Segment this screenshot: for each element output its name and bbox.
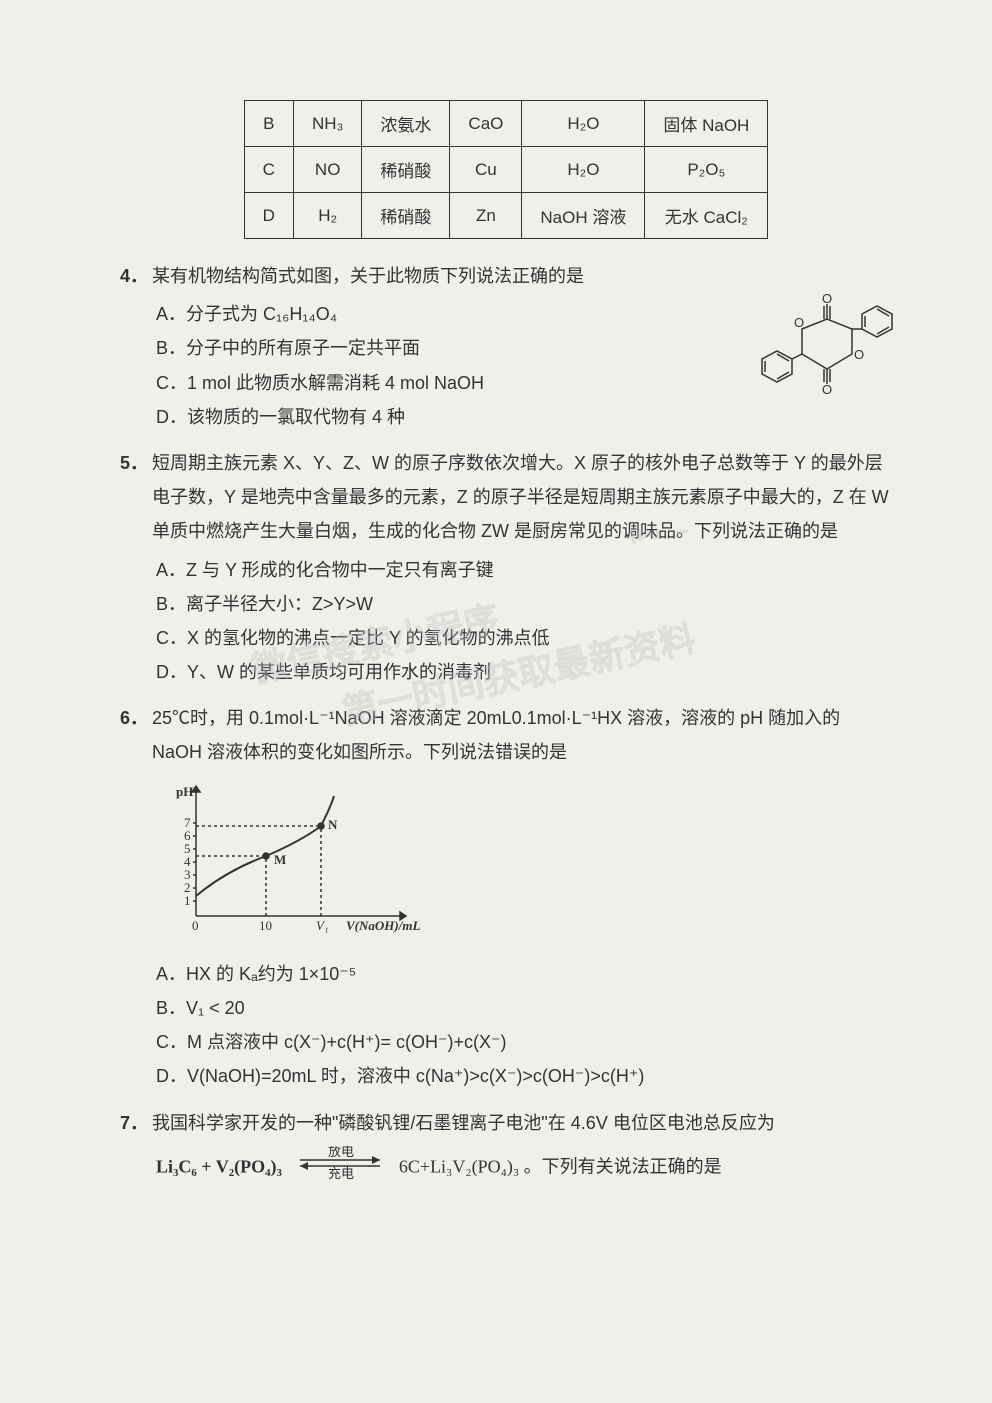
svg-text:O: O <box>794 315 804 330</box>
q6-num: 6． <box>120 701 148 735</box>
q6-opt-a: A．HX 的 Kₐ约为 1×10⁻⁵ <box>156 957 892 991</box>
q5-opt-b: B．离子半径大小：Z>Y>W <box>156 587 892 621</box>
q6-opt-c: C．M 点溶液中 c(X⁻)+c(H⁺)= c(OH⁻)+c(X⁻) <box>156 1025 892 1059</box>
point-n-label: N <box>328 817 338 832</box>
cell: 稀硝酸 <box>362 193 450 239</box>
cell: H₂O <box>522 147 645 193</box>
q5-opt-a: A．Z 与 Y 形成的化合物中一定只有离子键 <box>156 553 892 587</box>
ytick: 5 <box>184 841 191 856</box>
q5-text: 短周期主族元素 X、Y、Z、W 的原子序数依次增大。X 原子的核外电子总数等于 … <box>152 446 892 549</box>
ytick: 4 <box>184 854 191 869</box>
svg-text:O: O <box>822 382 832 397</box>
question-5: 5． 短周期主族元素 X、Y、Z、W 的原子序数依次增大。X 原子的核外电子总数… <box>120 446 892 689</box>
q6-options: A．HX 的 Kₐ约为 1×10⁻⁵ B．V₁ < 20 C．M 点溶液中 c(… <box>156 957 892 1094</box>
cell: NaOH 溶液 <box>522 193 645 239</box>
q5-opt-c: C．X 的氢化物的沸点一定比 Y 的氢化物的沸点低 <box>156 621 892 655</box>
arrow-top: 放电 <box>328 1146 354 1159</box>
cell: P₂O₅ <box>645 147 768 193</box>
ytick: 3 <box>184 867 191 882</box>
q5-opt-d: D．Y、W 的某些单质均可用作水的消毒剂 <box>156 655 892 689</box>
q6-text: 25℃时，用 0.1mol·L⁻¹NaOH 溶液滴定 20mL0.1mol·L⁻… <box>152 701 892 769</box>
ytick: 1 <box>184 893 191 908</box>
cell: H₂O <box>522 101 645 147</box>
eq-left: Li₃C₆ + V₂(PO₄)₃ <box>156 1156 282 1176</box>
equilibrium-arrow-icon: 放电 充电 <box>290 1146 390 1180</box>
svg-text:O: O <box>854 347 864 362</box>
cell: NO <box>293 147 361 193</box>
question-6: 6． 25℃时，用 0.1mol·L⁻¹NaOH 溶液滴定 20mL0.1mol… <box>120 701 892 1093</box>
table-row: D H₂ 稀硝酸 Zn NaOH 溶液 无水 CaCl₂ <box>244 193 768 239</box>
cell: 固体 NaOH <box>645 101 768 147</box>
cell: D <box>244 193 293 239</box>
ytick: 7 <box>184 815 191 830</box>
q5-num: 5． <box>120 446 148 480</box>
cell: 无水 CaCl₂ <box>645 193 768 239</box>
cell: H₂ <box>293 193 361 239</box>
question-4: 4． 某有机物结构简式如图，关于此物质下列说法正确的是 A．分子式为 C₁₆H₁… <box>120 259 892 434</box>
q6-opt-d: D．V(NaOH)=20mL 时，溶液中 c(Na⁺)>c(X⁻)>c(OH⁻)… <box>156 1059 892 1093</box>
eq-tail: 。下列有关说法正确的是 <box>524 1156 722 1176</box>
chem-table: B NH₃ 浓氨水 CaO H₂O 固体 NaOH C NO 稀硝酸 Cu H₂… <box>244 100 769 239</box>
q6-opt-b: B．V₁ < 20 <box>156 991 892 1025</box>
table-row: C NO 稀硝酸 Cu H₂O P₂O₅ <box>244 147 768 193</box>
xtick: 10 <box>259 918 272 933</box>
xlabel: V(NaOH)/mL <box>346 918 420 933</box>
xtick: V₁ <box>316 918 328 933</box>
q7-num: 7． <box>120 1106 148 1140</box>
cell: C <box>244 147 293 193</box>
q7-text: 我国科学家开发的一种"磷酸钒锂/石墨锂离子电池"在 4.6V 电位区电池总反应为 <box>152 1106 892 1140</box>
q7-equation: Li₃C₆ + V₂(PO₄)₃ 放电 充电 6C+Li₃V₂(PO₄)₃ 。下… <box>156 1146 892 1191</box>
cell: NH₃ <box>293 101 361 147</box>
arrow-bottom: 充电 <box>328 1166 354 1180</box>
svg-text:O: O <box>822 291 832 306</box>
table-row: B NH₃ 浓氨水 CaO H₂O 固体 NaOH <box>244 101 768 147</box>
point-m-label: M <box>274 852 286 867</box>
cell: Zn <box>450 193 522 239</box>
ytick: 6 <box>184 828 191 843</box>
molecule-diagram-icon: O O O O <box>732 289 912 399</box>
cell: 浓氨水 <box>362 101 450 147</box>
cell: 稀硝酸 <box>362 147 450 193</box>
cell: CaO <box>450 101 522 147</box>
q4-num: 4． <box>120 259 148 293</box>
xtick: 0 <box>192 918 199 933</box>
titration-chart: pH 1 2 3 4 5 6 7 0 10 V₁ V(NaOH)/mL M N <box>156 776 436 936</box>
question-7: 7． 我国科学家开发的一种"磷酸钒锂/石墨锂离子电池"在 4.6V 电位区电池总… <box>120 1106 892 1191</box>
cell: Cu <box>450 147 522 193</box>
q5-options: A．Z 与 Y 形成的化合物中一定只有离子键 B．离子半径大小：Z>Y>W C．… <box>156 553 892 690</box>
q4-opt-d: D．该物质的一氯取代物有 4 种 <box>156 400 892 434</box>
ylabel: pH <box>176 784 193 799</box>
cell: B <box>244 101 293 147</box>
ytick: 2 <box>184 880 191 895</box>
eq-right: 6C+Li₃V₂(PO₄)₃ <box>399 1156 519 1176</box>
